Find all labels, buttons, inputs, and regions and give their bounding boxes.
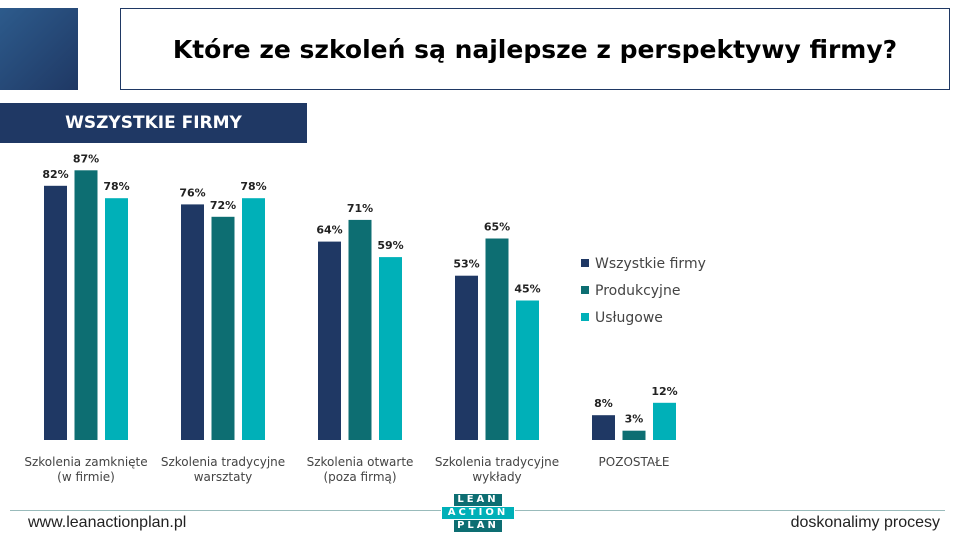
value-label: 12% [651,385,677,398]
bar [74,170,98,441]
value-label: 3% [625,413,644,426]
bar [379,257,402,440]
legend-label: Usługowe [595,310,663,326]
bar [653,402,676,440]
bar [318,241,341,440]
value-label: 65% [484,221,510,234]
corner-decoration [0,8,78,90]
value-label: 71% [347,202,373,215]
bar [211,216,235,440]
logo-text: LEAN [453,493,503,507]
bar [181,204,204,440]
value-label: 59% [377,239,403,252]
value-label: 72% [210,199,236,212]
value-label: 53% [453,258,479,271]
value-label: 78% [103,180,129,193]
slide-title: Które ze szkoleń są najlepsze z perspekt… [120,8,950,90]
category-label: POZOSTAŁE [598,455,670,469]
bar [348,219,372,440]
legend-label: Produkcyjne [595,283,680,299]
legend-swatch [581,286,589,294]
value-label: 78% [240,180,266,193]
bar [455,275,478,440]
category-label: Szkolenia tradycyjne wykłady [434,455,560,484]
value-label: 82% [42,168,68,181]
logo-text: ACTION [441,506,515,520]
legend-label: Wszystkie firmy [595,256,706,272]
bar [105,198,128,440]
category-label: Szkolenia zamknięte (w firmie) [24,455,148,484]
slogan: doskonalimy procesy [790,514,940,531]
bar [622,430,646,440]
website: www.leanactionplan.pl [28,514,187,531]
value-label: 64% [316,224,342,237]
value-label: 76% [179,186,205,199]
category-label: Szkolenia otwarte (poza firmą) [306,455,414,484]
category-label: Szkolenia tradycyjne warsztaty [160,455,286,484]
value-label: 45% [514,283,540,296]
bar [485,238,509,440]
section-banner: WSZYSTKIE FIRMY [0,103,307,143]
bar [44,185,67,440]
value-label: 87% [73,152,99,165]
value-label: 8% [594,397,613,410]
bar [516,300,539,440]
logo-text: PLAN [453,519,503,533]
bar [242,198,265,440]
legend-swatch [581,313,589,321]
legend-swatch [581,259,589,267]
bar [592,415,615,440]
